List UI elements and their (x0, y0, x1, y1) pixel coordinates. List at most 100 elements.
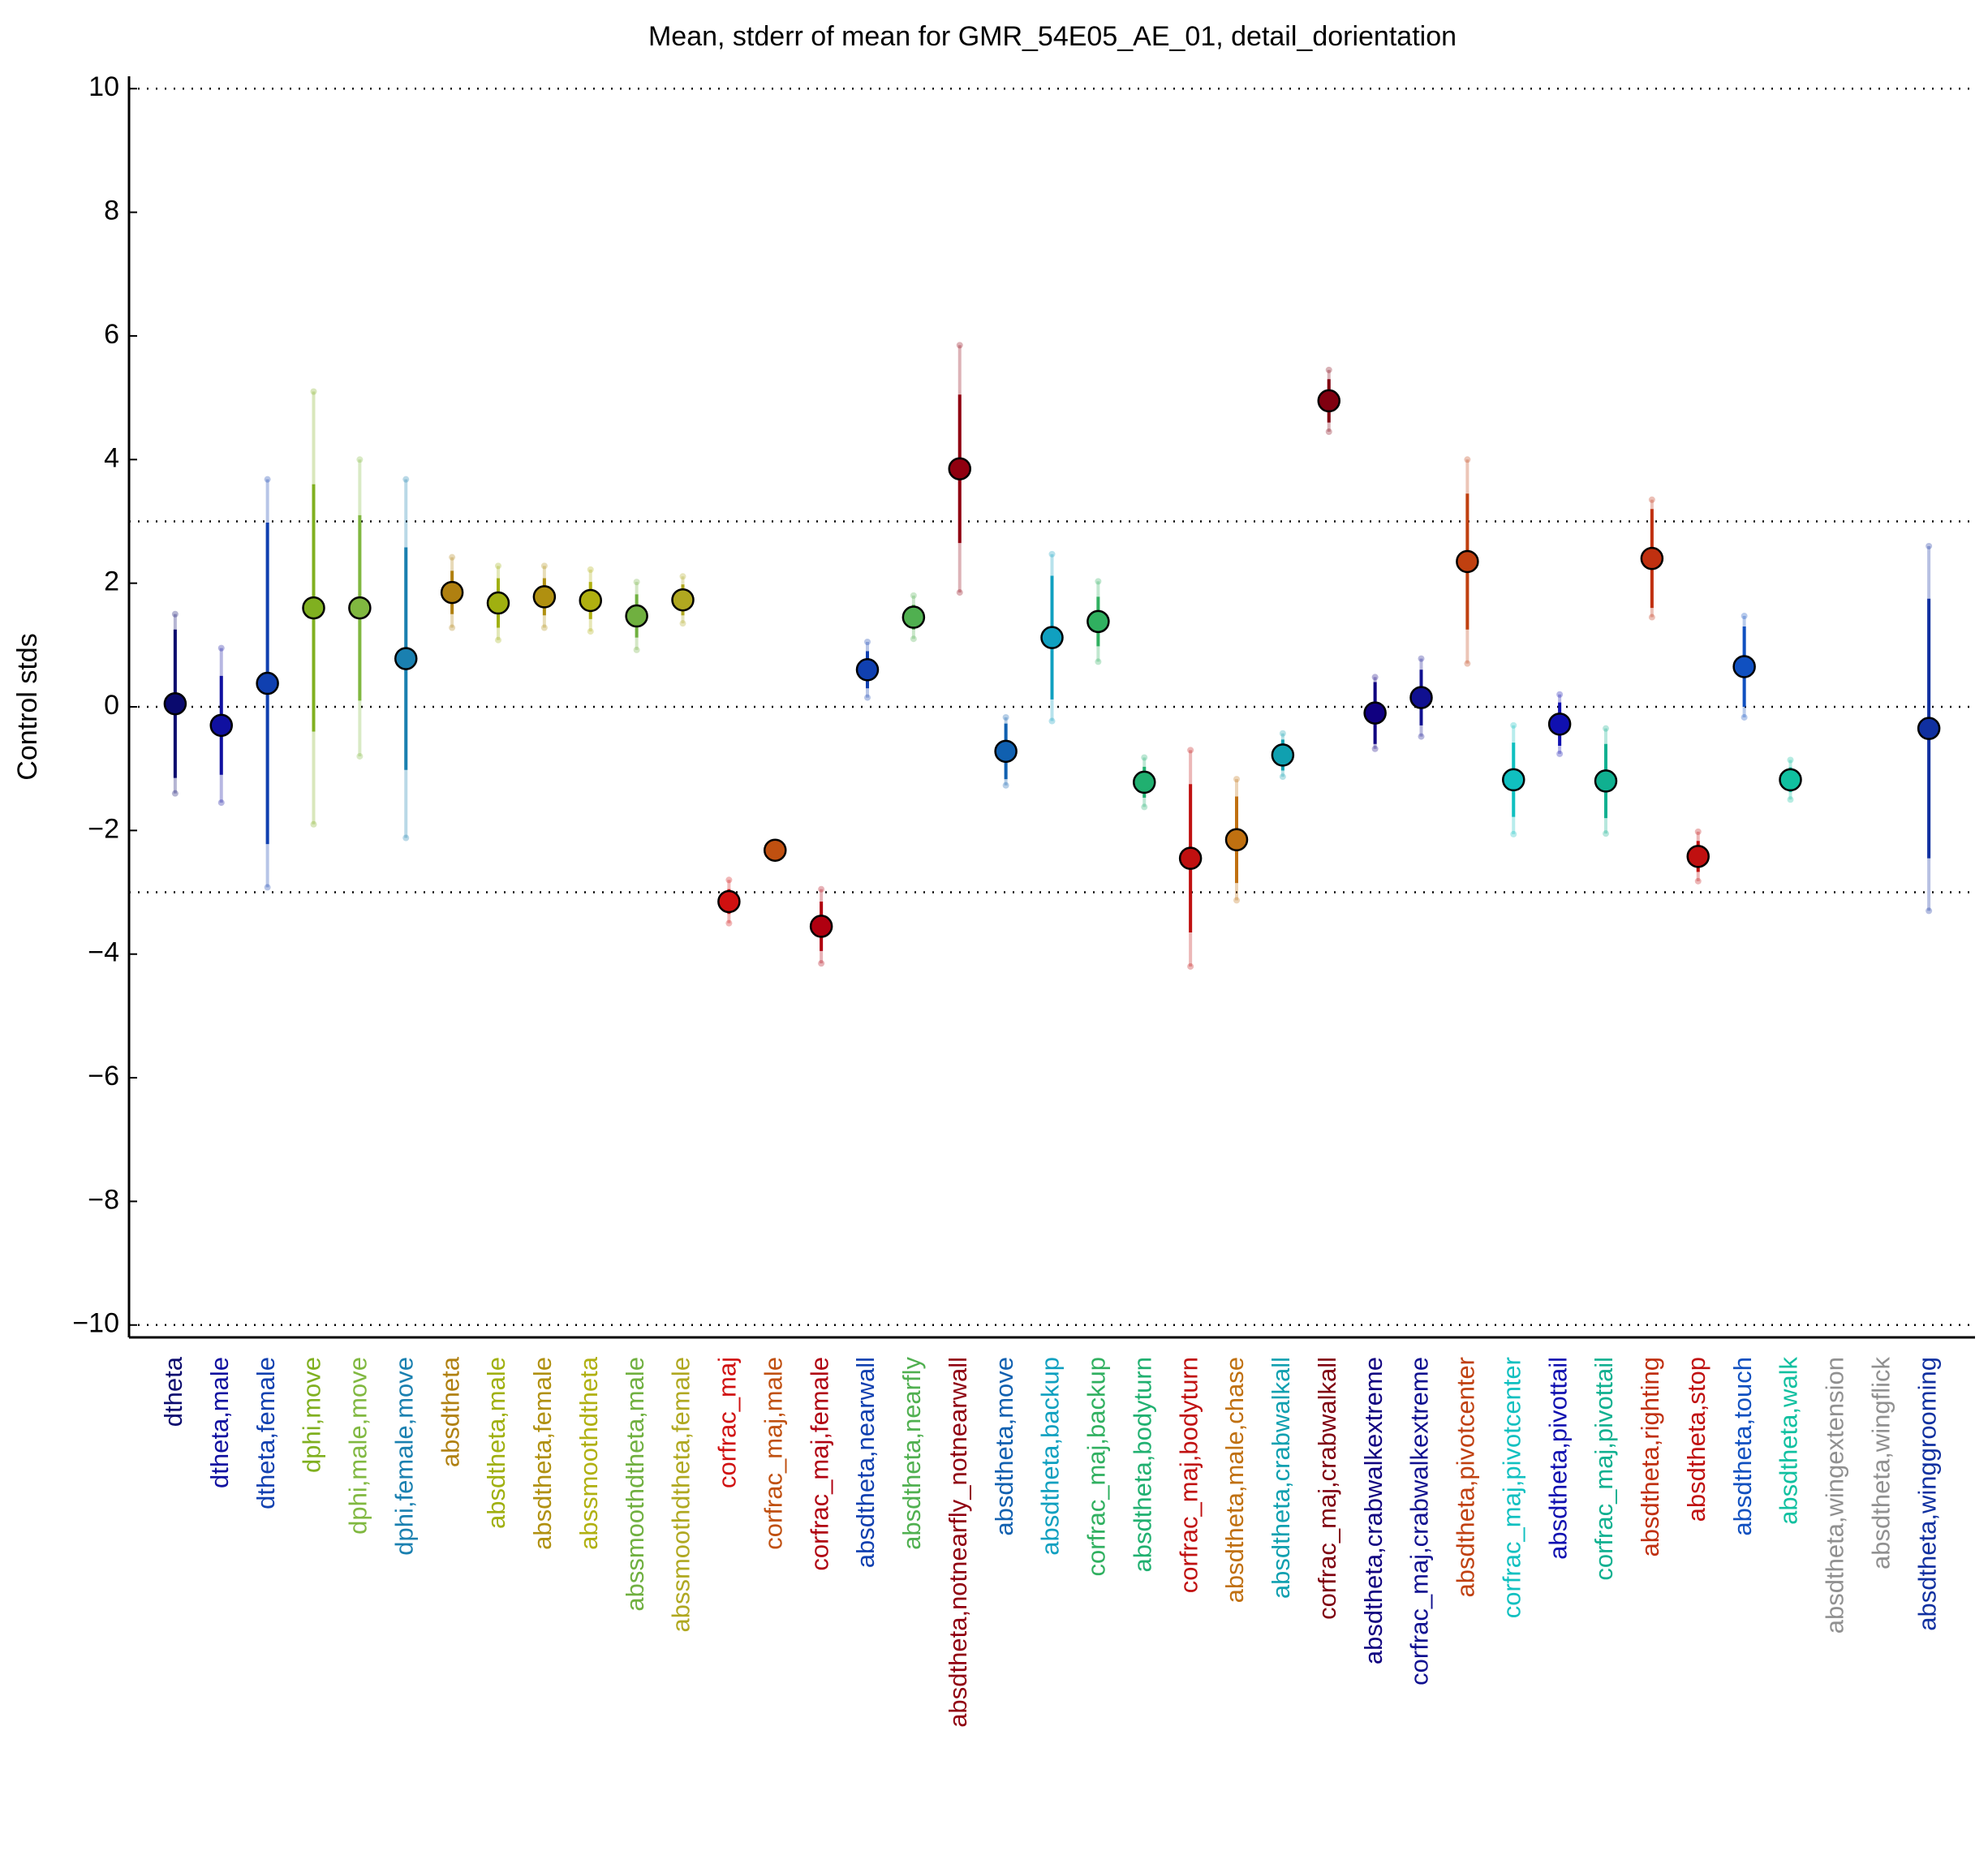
error-bar-outer-cap (402, 834, 410, 842)
mean-point (1178, 846, 1203, 870)
error-bar-outer-cap (1464, 660, 1471, 667)
x-tick-label: absdtheta,male (482, 1357, 510, 1529)
x-tick-label: absdtheta,nearwall (851, 1357, 880, 1568)
x-tick-label: dtheta,female (252, 1357, 280, 1509)
mean-point (440, 580, 464, 605)
mean-point (1133, 770, 1156, 794)
error-bar-outer-cap (356, 752, 364, 760)
error-bar-outer-cap (495, 636, 501, 644)
error-bar-outer-cap (310, 820, 317, 828)
x-tick-label: corfrac_maj (713, 1357, 742, 1488)
error-bar-outer-cap (540, 624, 548, 631)
error-bar-outer-cap (725, 876, 733, 884)
x-tick-label: absdtheta,nearfly (897, 1357, 926, 1550)
error-bar-outer-cap (495, 562, 501, 570)
error-bar-outer-cap (171, 610, 179, 618)
x-tick-label: dphi,male,move (344, 1357, 372, 1535)
mean-point (1409, 686, 1433, 709)
error-bar-outer-cap (217, 644, 225, 652)
mean-point (717, 889, 741, 914)
error-bar-outer-cap (1095, 658, 1102, 665)
error-bar-outer-cap (725, 919, 733, 927)
x-tick-label: absdtheta,wingflick (1866, 1357, 1895, 1569)
error-bar-outer-cap (1002, 781, 1009, 789)
mean-point (671, 588, 695, 612)
mean-point (579, 588, 602, 613)
error-bar-outer-cap (1603, 725, 1609, 732)
error-bar-outer-cap (1095, 578, 1102, 585)
mean-point (764, 838, 787, 862)
mean-point (486, 591, 510, 615)
error-bar-outer-cap (1048, 550, 1056, 558)
x-tick-label: absdtheta,bodyturn (1128, 1357, 1156, 1572)
error-bar-outer-cap (1418, 733, 1425, 740)
x-tick-label: corfrac_maj,crabwalkextreme (1405, 1357, 1434, 1686)
x-tick-label: dphi,female,move (389, 1357, 418, 1556)
x-tick-label: absdtheta,male,chase (1220, 1357, 1249, 1603)
y-tick-label: −8 (88, 1184, 119, 1215)
error-bar-outer-cap (818, 885, 825, 893)
mean-point (348, 596, 372, 620)
error-bar-outer-cap (1741, 713, 1748, 721)
error-bar-outer-cap (1603, 830, 1609, 837)
mean-point (948, 457, 971, 480)
x-tick-label: corfrac_maj,pivotcenter (1497, 1357, 1525, 1618)
mean-point (1640, 546, 1664, 570)
mean-point (209, 713, 233, 738)
x-tick-label: corfrac_maj,pivottail (1590, 1357, 1618, 1581)
y-tick-label: 8 (104, 196, 119, 226)
error-bar-outer-cap (910, 592, 917, 599)
error-bar-outer-cap (1694, 877, 1702, 885)
error-bar-outer-cap (1648, 496, 1655, 503)
x-tick-label: absdtheta,female (528, 1357, 557, 1550)
error-bar-outer-cap (264, 884, 271, 891)
mean-point (1917, 717, 1941, 740)
error-bar-outer-cap (679, 620, 686, 627)
error-bar-outer-cap (587, 566, 594, 573)
x-tick-label: absdtheta,wingextension (1821, 1357, 1849, 1634)
x-tick-label: corfrac_maj,crabwalkall (1313, 1357, 1341, 1620)
error-bar-outer-cap (171, 790, 179, 797)
mean-point (1686, 845, 1710, 868)
x-tick-label: absdtheta (436, 1356, 464, 1467)
x-tick-label: absdtheta,stop (1682, 1357, 1710, 1522)
x-tick-label: absdtheta,righting (1636, 1357, 1664, 1556)
x-tick-label: absdtheta,crabwalkall (1267, 1357, 1295, 1599)
mean-point (1547, 713, 1572, 736)
y-tick-label: 6 (104, 319, 119, 350)
error-bar-outer-cap (402, 476, 410, 483)
error-bar-outer-cap (1464, 456, 1471, 463)
mean-point (1779, 768, 1802, 792)
x-tick-label: absdtheta,walk (1775, 1357, 1803, 1525)
mean-point (1732, 655, 1756, 678)
mean-point (532, 585, 557, 609)
mean-point (1363, 701, 1387, 725)
mean-point (1271, 743, 1295, 767)
error-bar-outer-cap (1325, 428, 1332, 436)
y-tick-label: −6 (88, 1061, 119, 1091)
error-bar-outer-cap (1787, 756, 1794, 764)
error-bar-outer-cap (864, 639, 871, 646)
error-bar-outer-cap (1279, 730, 1286, 737)
error-bar-outer-cap (540, 562, 548, 570)
error-bar-outer-cap (1187, 962, 1194, 970)
error-bar-outer-cap (1694, 828, 1702, 835)
error-bar-outer-cap (1418, 655, 1425, 662)
x-tick-label: dtheta,male (205, 1357, 234, 1488)
y-tick-label: −10 (72, 1308, 119, 1339)
error-bar-outer-cap (1556, 750, 1564, 757)
error-bar-outer-cap (679, 573, 686, 580)
mean-point (163, 691, 187, 716)
error-bar-outer-cap (1556, 691, 1564, 698)
error-bar-outer-cap (1741, 613, 1748, 620)
error-bar-outer-cap (264, 476, 271, 483)
chart-title: Mean, stderr of mean for GMR_54E05_AE_01… (648, 21, 1457, 52)
x-tick-label: dphi,move (298, 1357, 326, 1473)
error-bar-outer-cap (1926, 542, 1933, 549)
x-tick-label: absdtheta,crabwalkextreme (1359, 1357, 1388, 1664)
error-bar-outer-cap (633, 579, 640, 586)
mean-point (1040, 626, 1064, 649)
error-bar-outer-cap (1002, 713, 1009, 721)
y-tick-label: 10 (88, 71, 119, 102)
